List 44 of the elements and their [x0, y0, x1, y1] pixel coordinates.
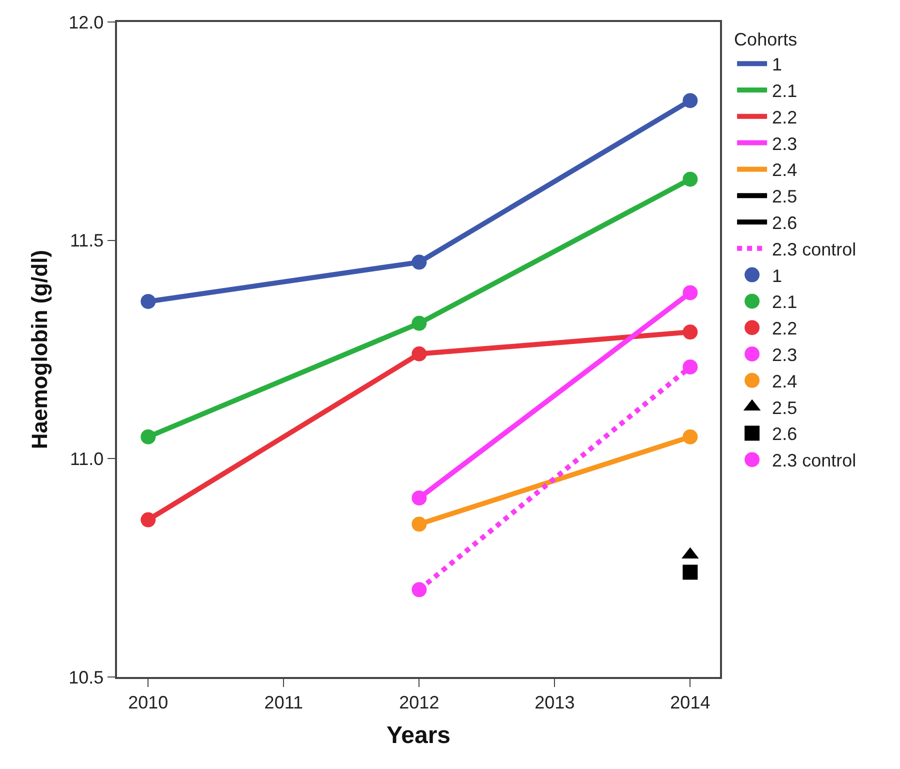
- legend-label: 2.3: [772, 345, 798, 366]
- y-tick-label: 11.5: [70, 230, 104, 251]
- legend-label: 2.1: [772, 292, 798, 312]
- legend-label: 2.6: [772, 424, 798, 444]
- point: [682, 429, 698, 444]
- point: [682, 324, 698, 340]
- point: [682, 564, 698, 580]
- legend-title: Cohorts: [734, 29, 798, 50]
- point: [412, 516, 427, 532]
- text: 2.5: [772, 186, 798, 207]
- text: 2.3: [772, 134, 798, 154]
- legend-label: 1: [772, 266, 782, 286]
- x-axis-title: Years: [386, 722, 451, 750]
- point: [412, 346, 427, 362]
- point: [412, 490, 427, 506]
- point: [140, 512, 156, 528]
- point: [682, 93, 698, 108]
- y-tick-label: 11.0: [70, 448, 104, 469]
- point: [412, 316, 427, 331]
- legend-label: 2.3 control: [772, 450, 856, 471]
- point: [682, 359, 698, 374]
- point: [412, 582, 427, 598]
- text: 2.1: [772, 81, 798, 102]
- text: 2.2: [772, 107, 798, 128]
- x-tick-label: 2013: [534, 692, 575, 712]
- y-axis-title: Haemoglobin (g/dl): [26, 250, 52, 450]
- x-tick-label: 2014: [670, 692, 710, 712]
- text: 2.6: [772, 213, 798, 234]
- point: [682, 172, 698, 187]
- text: 1: [772, 54, 782, 75]
- legend-label: 2.4: [772, 371, 798, 392]
- text: 2.3 control: [772, 239, 856, 260]
- legend-label: 2.5: [772, 398, 798, 418]
- y-tick-label: 12.0: [68, 12, 104, 32]
- point: [140, 294, 156, 309]
- point: [140, 429, 156, 444]
- text: 2.4: [772, 160, 798, 180]
- y-tick-label: 10.5: [68, 667, 104, 688]
- x-tick-label: 2010: [128, 692, 168, 712]
- point: [412, 254, 427, 270]
- point: [682, 285, 698, 300]
- legend-label: 2.2: [772, 318, 798, 339]
- x-tick-label: 2011: [264, 692, 304, 712]
- x-tick-label: 2012: [399, 692, 440, 712]
